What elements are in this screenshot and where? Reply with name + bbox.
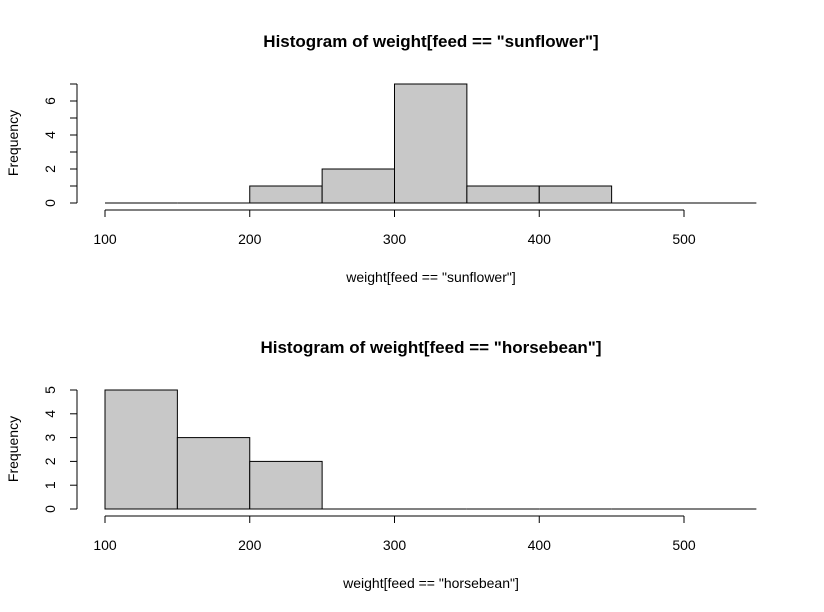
y-tick-label: 2 xyxy=(42,165,58,173)
y-axis-label: Frequency xyxy=(5,416,21,482)
x-tick-label: 300 xyxy=(383,537,407,553)
y-tick-label: 0 xyxy=(42,505,58,513)
y-tick-label: 4 xyxy=(42,410,58,418)
y-tick-label: 6 xyxy=(42,97,58,105)
x-tick-label: 200 xyxy=(238,537,262,553)
x-axis-label: weight[feed == "sunflower"] xyxy=(345,269,515,285)
x-axis-label: weight[feed == "horsebean"] xyxy=(342,575,519,591)
histogram-bar xyxy=(249,460,323,510)
histogram-bar xyxy=(538,185,613,204)
y-tick-label: 2 xyxy=(42,457,58,465)
histogram-panel-sunflower: Histogram of weight[feed == "sunflower"]… xyxy=(5,32,757,285)
chart-title: Histogram of weight[feed == "sunflower"] xyxy=(263,32,598,51)
histogram-bar xyxy=(394,83,468,204)
x-tick-label: 500 xyxy=(672,537,696,553)
histogram-bar xyxy=(321,168,395,204)
x-tick-label: 300 xyxy=(383,231,407,247)
histogram-bar xyxy=(466,185,540,204)
histogram-panel-horsebean: Histogram of weight[feed == "horsebean"]… xyxy=(5,338,757,591)
y-tick-label: 0 xyxy=(42,199,58,207)
x-tick-label: 100 xyxy=(93,231,117,247)
x-tick-label: 500 xyxy=(672,231,696,247)
x-tick-label: 400 xyxy=(528,537,552,553)
x-tick-label: 100 xyxy=(93,537,117,553)
y-tick-label: 4 xyxy=(42,131,58,139)
y-tick-label: 3 xyxy=(42,433,58,441)
chart-title: Histogram of weight[feed == "horsebean"] xyxy=(260,338,601,357)
y-tick-label: 5 xyxy=(42,386,58,394)
x-tick-label: 200 xyxy=(238,231,262,247)
x-tick-label: 400 xyxy=(528,231,552,247)
histogram-bar xyxy=(249,185,323,204)
y-axis-label: Frequency xyxy=(5,110,21,176)
histogram-bar xyxy=(104,389,178,510)
y-tick-label: 1 xyxy=(42,481,58,489)
histogram-bar xyxy=(176,437,251,510)
